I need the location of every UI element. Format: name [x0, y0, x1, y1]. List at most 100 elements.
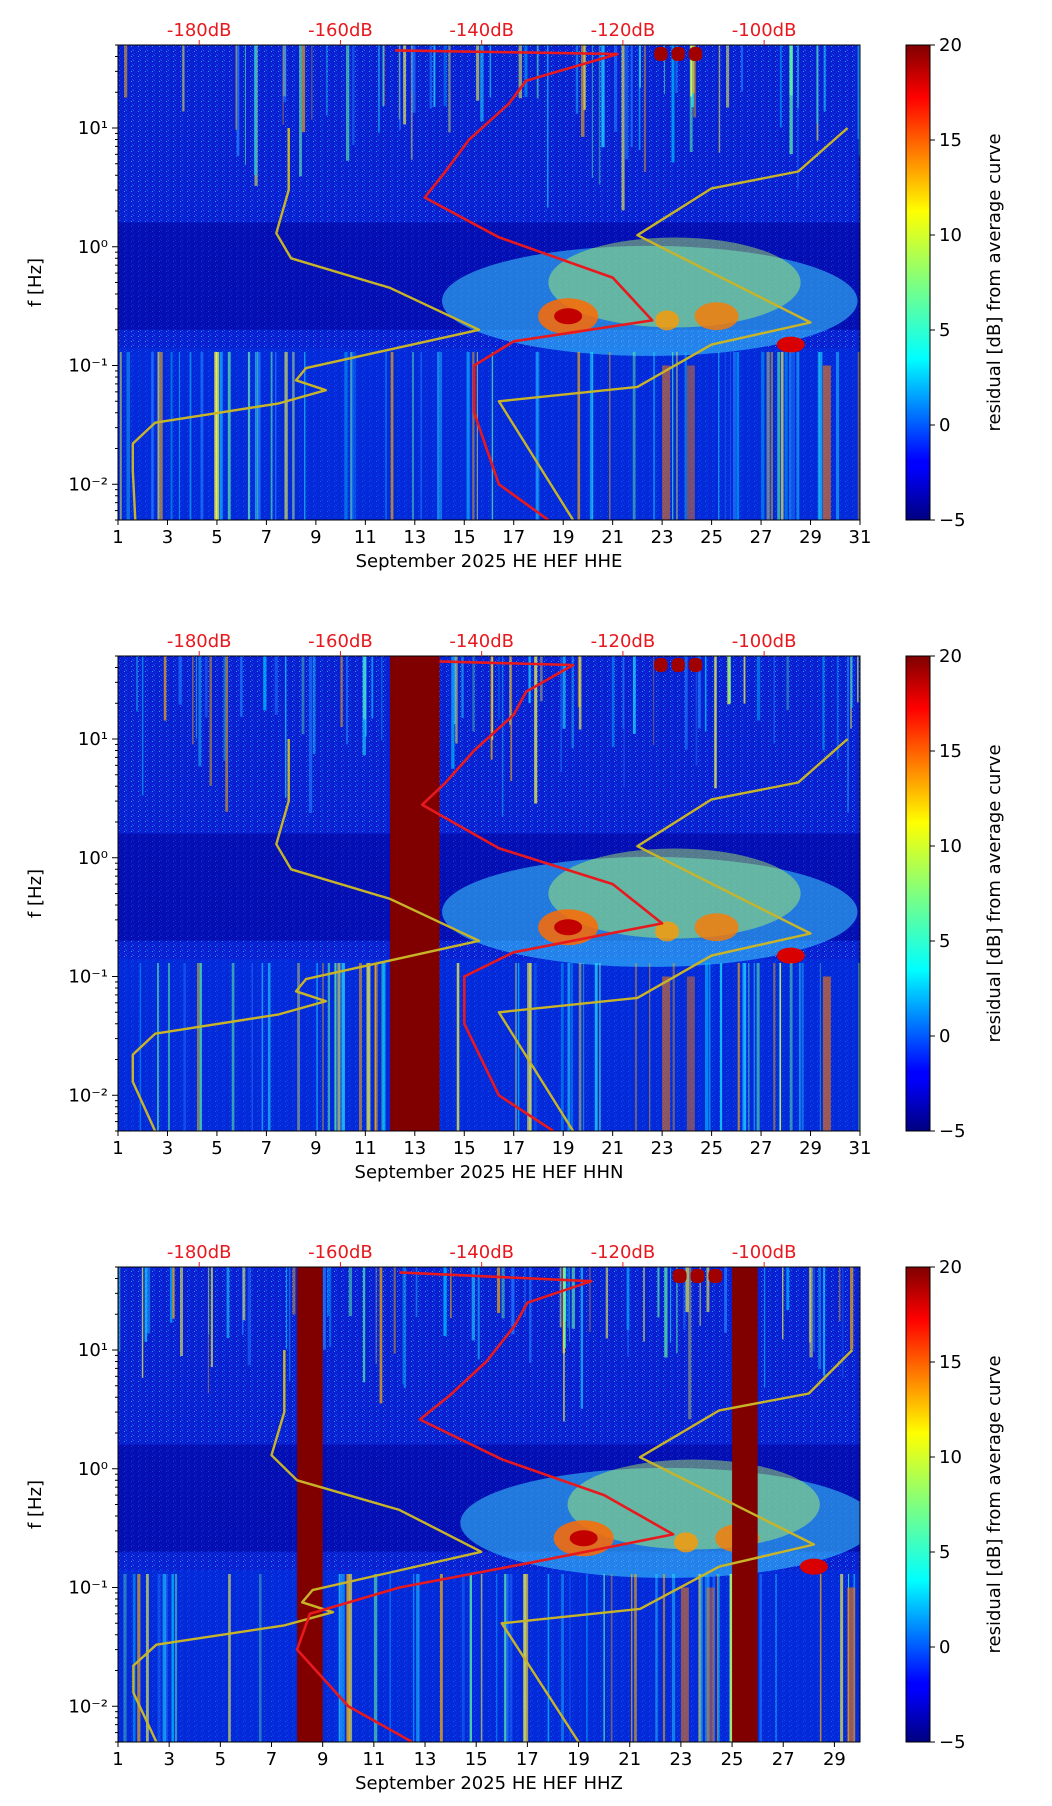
- y-axis: 10⁻² 10⁻¹ 10⁰ 10¹: [68, 44, 118, 521]
- noise-streak: [412, 45, 416, 113]
- noise-streak: [580, 1267, 584, 1409]
- noise-streak: [528, 1267, 532, 1364]
- noise-streak: [480, 45, 484, 122]
- high-frequency-artifact: [654, 47, 668, 61]
- top-tick-label: -180dB: [167, 1242, 232, 1263]
- noise-streak: [733, 351, 736, 520]
- noise-streak: [764, 1267, 766, 1388]
- noise-streak: [632, 351, 636, 520]
- noise-streak: [178, 656, 182, 705]
- noise-streak: [350, 351, 352, 520]
- noise-streak: [599, 962, 601, 1131]
- colorbar-tick-label: 10: [939, 836, 962, 857]
- noise-streak: [561, 962, 564, 1131]
- noise-streak: [857, 351, 860, 520]
- noise-streak: [724, 1267, 727, 1333]
- noise-streak: [504, 1573, 507, 1742]
- high-frequency-artifact: [688, 47, 703, 61]
- noise-streak: [718, 1573, 720, 1742]
- noise-streak: [698, 1573, 701, 1742]
- noise-streak: [669, 1267, 672, 1343]
- noise-streak: [514, 962, 517, 1131]
- noise-streak: [583, 45, 586, 110]
- top-tick-label: -140dB: [449, 20, 514, 41]
- noise-streak: [695, 656, 698, 766]
- noise-streak: [382, 45, 385, 107]
- noise-streak: [748, 962, 750, 1131]
- noise-streak: [819, 1573, 822, 1742]
- noise-streak: [634, 1573, 637, 1742]
- high-frequency-artifact: [672, 1269, 687, 1283]
- noise-streak: [267, 962, 271, 1131]
- curve-yellow: [132, 1350, 483, 1742]
- noise-streak: [740, 45, 744, 92]
- noise-streak: [775, 1573, 777, 1742]
- noise-streak: [254, 351, 257, 520]
- noise-streak: [472, 656, 475, 732]
- noise-streak: [741, 962, 745, 1131]
- noise-streak: [801, 962, 804, 1131]
- noise-streak: [312, 656, 316, 755]
- noise-streak: [346, 1573, 350, 1742]
- noise-streak: [742, 962, 747, 1131]
- noise-streak: [704, 1573, 708, 1742]
- colorbar-tick-label: 0: [939, 1637, 950, 1658]
- noise-streak: [724, 351, 726, 520]
- x-tick-label: 1: [112, 527, 123, 548]
- noise-streak: [571, 962, 573, 1131]
- noise-streak: [671, 45, 675, 163]
- noise-streak: [581, 45, 585, 137]
- colorbar-tick-label: 20: [939, 35, 962, 56]
- x-axis: 1 3 5 7 9 11 13 15 17 19 21 23 25 27 29 31: [112, 520, 871, 548]
- noise-streak: [692, 45, 695, 94]
- noise-streak: [819, 962, 821, 1131]
- noise-streak: [303, 351, 306, 520]
- x-tick-label: 3: [163, 1749, 174, 1770]
- noise-streak: [476, 45, 480, 101]
- x-tick-label: 23: [651, 1138, 674, 1159]
- noise-streak: [571, 1267, 575, 1329]
- x-tick-label: 11: [354, 527, 377, 548]
- noise-streak: [157, 351, 160, 520]
- noise-streak: [842, 1267, 844, 1379]
- top-db-axis: -180dB -160dB -140dB -120dB -100dB: [167, 631, 796, 656]
- noise-streak: [662, 1573, 666, 1742]
- noise-streak: [137, 1573, 141, 1742]
- noise-streak: [420, 351, 422, 520]
- colorbar-tick-label: 20: [939, 1257, 962, 1278]
- noise-streak: [648, 962, 651, 1131]
- noise-streak: [822, 365, 831, 520]
- noise-streak: [509, 1573, 513, 1742]
- top-tick-label: -120dB: [591, 20, 656, 41]
- noise-streak: [379, 1267, 383, 1404]
- noise-streak: [527, 962, 531, 1131]
- noise-streak: [159, 351, 163, 520]
- noise-streak: [766, 351, 770, 520]
- noise-streak: [684, 351, 687, 520]
- noise-streak: [784, 351, 788, 520]
- colorbar: −5 0 5 10 15 20 residual [dB] from average cur…: [905, 35, 1005, 531]
- noise-streak: [433, 45, 436, 107]
- noise-streak: [373, 1573, 378, 1742]
- y-tick-label: 10¹: [78, 118, 108, 139]
- noise-streak: [242, 1267, 246, 1321]
- noise-streak: [720, 962, 722, 1131]
- noise-streak: [163, 656, 167, 721]
- noise-streak: [777, 351, 781, 520]
- top-tick-label: -140dB: [449, 631, 514, 652]
- spectrogram: [118, 1267, 860, 1742]
- colorbar: −5 0 5 10 15 20 residual [dB] from average cur…: [905, 646, 1005, 1142]
- noise-streak: [705, 962, 709, 1131]
- noise-streak: [244, 45, 247, 165]
- curve-red: [420, 660, 664, 1131]
- noise-streak: [689, 45, 693, 153]
- noise-streak: [480, 1573, 483, 1742]
- noise-streak: [518, 45, 522, 99]
- y-axis-title: f [Hz]: [25, 258, 46, 307]
- noise-streak: [582, 962, 585, 1131]
- noise-streak: [292, 1267, 296, 1315]
- noise-streak: [850, 656, 853, 708]
- curve-yellow: [131, 128, 481, 520]
